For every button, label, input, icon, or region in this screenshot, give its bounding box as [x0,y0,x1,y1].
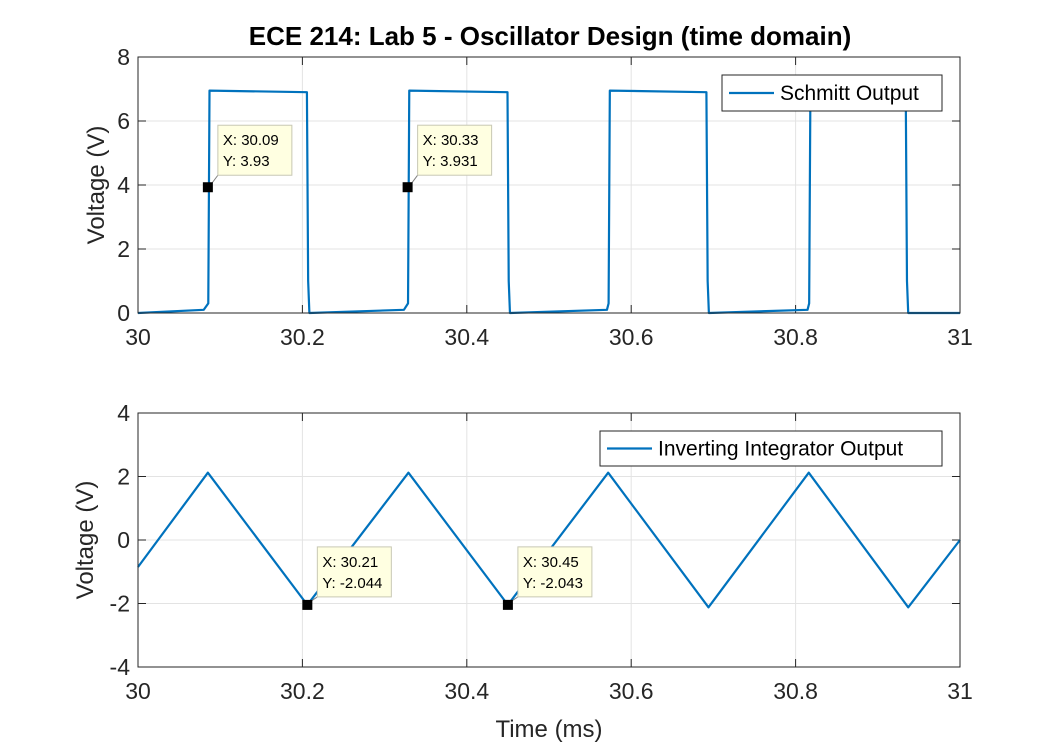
integrator-datatip-box [517,546,593,598]
integrator-datatip-x: X: 30.45 [523,554,579,571]
schmitt-legend: Schmitt Output [721,74,943,112]
integrator-datatips: X: 30.21 Y: -2.044 X: 30.45 Y: -2.043 [302,546,593,610]
schmitt-datatip-marker [402,182,413,193]
schmitt-ytick-label: 4 [117,172,130,198]
schmitt-datatip-marker [202,182,213,193]
integrator-axes-box [137,412,961,668]
integrator-xtick-label: 30 [125,678,151,704]
integrator-series-line [137,471,961,609]
schmitt-axes-box [137,56,961,314]
integrator-ytick-label: 2 [117,464,130,490]
integrator-ticks: 30 30.2 30.4 30.6 30.8 31 -4 -2 0 2 4 [110,400,973,704]
integrator-ylabel: Voltage (V) [72,481,99,600]
integrator-xtick-label: 31 [947,678,973,704]
integrator-xtick-label: 30.2 [280,678,325,704]
integrator-datatip-x: X: 30.21 [322,554,378,571]
integrator-series [137,471,961,609]
schmitt-datatip-y: Y: 3.931 [423,153,478,170]
integrator-datatip-marker [302,599,313,610]
schmitt-legend-label: Schmitt Output [780,82,919,105]
integrator-ytick-label: -2 [110,591,130,617]
schmitt-xtick-label: 30.2 [280,324,325,350]
integrator-legend: Inverting Integrator Output [599,430,943,467]
schmitt-xtick-label: 30.4 [444,324,489,350]
schmitt-ticks: 30 30.2 30.4 30.6 30.8 31 0 2 4 6 8 [117,44,973,350]
schmitt-datatips: X: 30.09 Y: 3.93 X: 30.33 Y: 3.931 [202,124,493,193]
schmitt-datatip-leader [411,174,419,184]
schmitt-ylabel: Voltage (V) [83,126,110,245]
schmitt-plot: 30 30.2 30.4 30.6 30.8 31 0 2 4 6 8 X: 30.09 Y: 3.9… [83,44,973,350]
schmitt-xtick-label: 31 [947,324,973,350]
schmitt-datatip-box [217,124,293,176]
integrator-xtick-label: 30.6 [609,678,654,704]
integrator-plot: 30 30.2 30.4 30.6 30.8 31 -4 -2 0 2 4 X: 30.21 Y: -… [72,400,973,743]
schmitt-datatip-x: X: 30.33 [423,132,479,149]
schmitt-ytick-label: 0 [117,300,130,326]
schmitt-xtick-label: 30.8 [773,324,818,350]
integrator-ytick-label: 4 [117,400,130,426]
integrator-legend-box [599,430,943,467]
integrator-ytick-label: -4 [110,654,131,680]
integrator-xtick-label: 30.4 [444,678,489,704]
schmitt-datatip-x: X: 30.09 [223,132,279,149]
schmitt-datatip-leader [211,174,219,184]
figure-title: ECE 214: Lab 5 - Oscillator Design (time… [249,21,851,51]
schmitt-datatip-box [417,124,493,176]
schmitt-xtick-label: 30 [125,324,151,350]
integrator-datatip-y: Y: -2.044 [322,575,382,592]
integrator-ytick-label: 0 [117,527,130,553]
schmitt-datatip-y: Y: 3.93 [223,153,270,170]
schmitt-ytick-label: 6 [117,108,130,134]
integrator-xtick-label: 30.8 [773,678,818,704]
integrator-datatip-marker [502,599,513,610]
schmitt-ytick-label: 8 [117,44,130,70]
schmitt-xtick-label: 30.6 [609,324,654,350]
integrator-legend-label: Inverting Integrator Output [658,438,903,461]
integrator-datatip-y: Y: -2.043 [523,575,583,592]
integrator-xlabel: Time (ms) [495,716,602,743]
schmitt-ytick-label: 2 [117,236,130,262]
integrator-datatip-box [316,546,392,598]
